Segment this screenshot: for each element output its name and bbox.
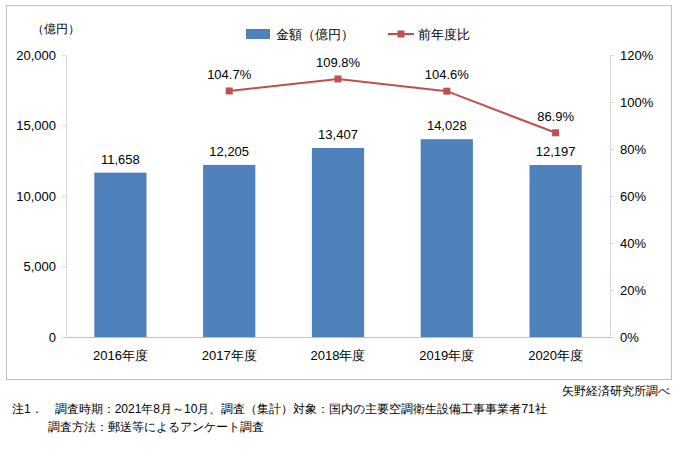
legend-item: 金額（億円） xyxy=(246,27,354,42)
axis-line xyxy=(67,337,611,338)
tick-mark xyxy=(610,102,614,103)
tick-label: 15,000 xyxy=(16,118,56,133)
line xyxy=(229,79,555,133)
tick-label: 2019年度 xyxy=(419,348,474,363)
tick-mark xyxy=(610,196,614,197)
tick-mark xyxy=(610,55,614,56)
legend-label: 前年度比 xyxy=(418,27,470,42)
tick: 60% xyxy=(610,189,646,204)
y-axis: 0 5,000 10,000 15,000 20,000 xyxy=(16,48,66,345)
legend: 金額（億円） 前年度比 xyxy=(246,27,470,42)
tick-mark xyxy=(62,196,66,197)
y-axis-label: （億円） xyxy=(32,22,80,36)
tick-label: 60% xyxy=(620,189,646,204)
x-axis: 2016年度 2017年度 2018年度 2019年度 2020年度 xyxy=(67,337,611,363)
tick: 5,000 xyxy=(23,259,66,274)
tick-label: 0 xyxy=(49,330,56,345)
tick: 120% xyxy=(610,48,654,63)
tick: 2019年度 xyxy=(419,337,474,363)
source-note: 矢野経済研究所調べ xyxy=(562,384,670,398)
tick-mark xyxy=(610,337,614,338)
tick-mark xyxy=(62,267,66,268)
footnote: 調査方法：郵送等によるアンケート調査 xyxy=(12,420,264,434)
y2-axis: 0% 20% 40% 60% 80% 100% 120% xyxy=(610,48,654,345)
tick: 2016年度 xyxy=(93,337,148,363)
data-labels: 11,658 12,205 13,407 14,028 12,197 104.7% 109.… xyxy=(101,55,575,167)
bar xyxy=(203,165,255,337)
tick: 20% xyxy=(610,283,646,298)
data-label: 109.8% xyxy=(316,55,361,70)
tick: 40% xyxy=(610,236,646,251)
marker xyxy=(226,87,233,94)
tick-label: 5,000 xyxy=(23,259,56,274)
legend-label: 金額（億円） xyxy=(276,27,354,42)
legend-marker xyxy=(398,31,405,38)
tick-label: 0% xyxy=(620,330,639,345)
tick: 0% xyxy=(610,330,639,345)
data-label: 104.7% xyxy=(207,67,252,82)
tick-label: 2017年度 xyxy=(202,348,257,363)
tick: 80% xyxy=(610,142,646,157)
tick-mark xyxy=(62,55,66,56)
data-label: 14,028 xyxy=(427,118,467,133)
footnote: 注1． 調査時期：2021年8月～10月、調査（集計）対象：国内の主要空調衛生設… xyxy=(12,402,547,416)
tick-label: 2018年度 xyxy=(311,348,366,363)
tick-label: 2020年度 xyxy=(528,348,583,363)
tick-mark xyxy=(610,149,614,150)
marker xyxy=(443,88,450,95)
axis-line xyxy=(62,56,67,338)
tick: 20,000 xyxy=(16,48,66,63)
tick: 2017年度 xyxy=(202,337,257,363)
bar xyxy=(312,148,364,337)
tick: 0 xyxy=(49,330,66,345)
chart-frame xyxy=(7,6,672,380)
bar xyxy=(94,173,146,337)
tick-mark xyxy=(610,290,614,291)
legend-swatch xyxy=(246,29,270,39)
data-label: 12,205 xyxy=(209,144,249,159)
tick-label: 20% xyxy=(620,283,646,298)
bar xyxy=(529,165,581,337)
axis-line xyxy=(611,56,615,338)
data-label: 86.9% xyxy=(537,109,574,124)
data-label: 11,658 xyxy=(101,152,140,167)
tick-label: 40% xyxy=(620,236,646,251)
bar xyxy=(421,139,473,337)
tick-mark xyxy=(62,337,66,338)
tick: 15,000 xyxy=(16,118,66,133)
tick: 2020年度 xyxy=(528,337,583,363)
marker xyxy=(335,75,342,82)
tick-label: 2016年度 xyxy=(93,348,148,363)
tick: 2018年度 xyxy=(311,337,366,363)
tick-label: 80% xyxy=(620,142,646,157)
tick-label: 100% xyxy=(620,95,654,110)
tick: 10,000 xyxy=(16,189,66,204)
marker xyxy=(552,129,559,136)
legend-item: 前年度比 xyxy=(388,27,470,42)
data-label: 13,407 xyxy=(318,127,358,142)
tick-label: 120% xyxy=(620,48,654,63)
tick-label: 20,000 xyxy=(16,48,56,63)
chart: 0 5,000 10,000 15,000 20,000 0% 20% 40% 60% 80% 10… xyxy=(0,0,677,469)
tick-mark xyxy=(610,243,614,244)
plot-marks xyxy=(94,75,581,337)
data-label: 12,197 xyxy=(536,144,576,159)
tick-mark xyxy=(62,126,66,127)
data-label: 104.6% xyxy=(425,67,470,82)
tick-label: 10,000 xyxy=(16,189,56,204)
tick: 100% xyxy=(610,95,654,110)
